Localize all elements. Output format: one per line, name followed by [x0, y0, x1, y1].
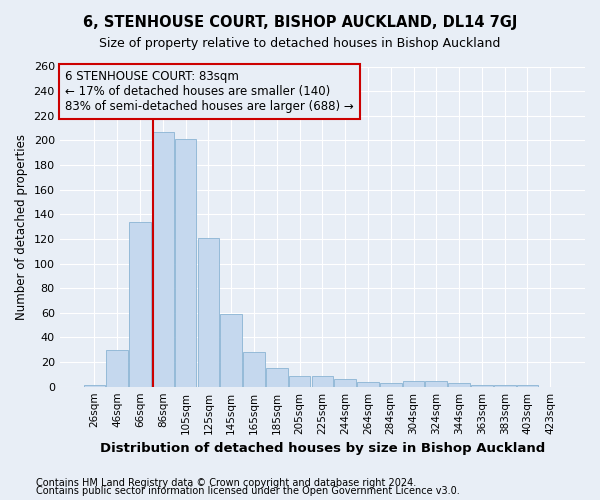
Bar: [334, 380, 356, 386]
Bar: [197, 238, 219, 386]
Bar: [403, 380, 424, 386]
Text: Size of property relative to detached houses in Bishop Auckland: Size of property relative to detached ho…: [100, 38, 500, 51]
Text: Contains HM Land Registry data © Crown copyright and database right 2024.: Contains HM Land Registry data © Crown c…: [36, 478, 416, 488]
Bar: [266, 368, 287, 386]
Text: 6 STENHOUSE COURT: 83sqm
← 17% of detached houses are smaller (140)
83% of semi-: 6 STENHOUSE COURT: 83sqm ← 17% of detach…: [65, 70, 353, 112]
Text: 6, STENHOUSE COURT, BISHOP AUCKLAND, DL14 7GJ: 6, STENHOUSE COURT, BISHOP AUCKLAND, DL1…: [83, 15, 517, 30]
Bar: [243, 352, 265, 386]
Bar: [152, 132, 173, 386]
Bar: [106, 350, 128, 387]
Y-axis label: Number of detached properties: Number of detached properties: [15, 134, 28, 320]
Text: Contains public sector information licensed under the Open Government Licence v3: Contains public sector information licen…: [36, 486, 460, 496]
X-axis label: Distribution of detached houses by size in Bishop Auckland: Distribution of detached houses by size …: [100, 442, 545, 455]
Bar: [129, 222, 151, 386]
Bar: [289, 376, 310, 386]
Bar: [357, 382, 379, 386]
Bar: [220, 314, 242, 386]
Bar: [448, 383, 470, 386]
Bar: [311, 376, 333, 386]
Bar: [425, 380, 447, 386]
Bar: [175, 139, 196, 386]
Bar: [380, 383, 401, 386]
